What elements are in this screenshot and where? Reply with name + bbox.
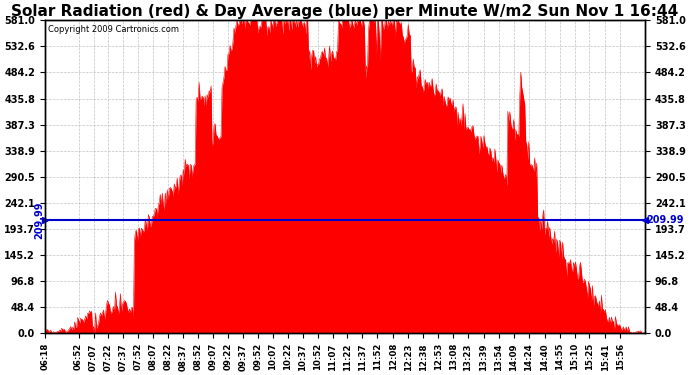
Title: Solar Radiation (red) & Day Average (blue) per Minute W/m2 Sun Nov 1 16:44: Solar Radiation (red) & Day Average (blu… [11, 4, 679, 19]
Text: 209.99: 209.99 [34, 201, 44, 239]
Text: Copyright 2009 Cartronics.com: Copyright 2009 Cartronics.com [48, 25, 179, 34]
Text: 209.99: 209.99 [646, 215, 683, 225]
